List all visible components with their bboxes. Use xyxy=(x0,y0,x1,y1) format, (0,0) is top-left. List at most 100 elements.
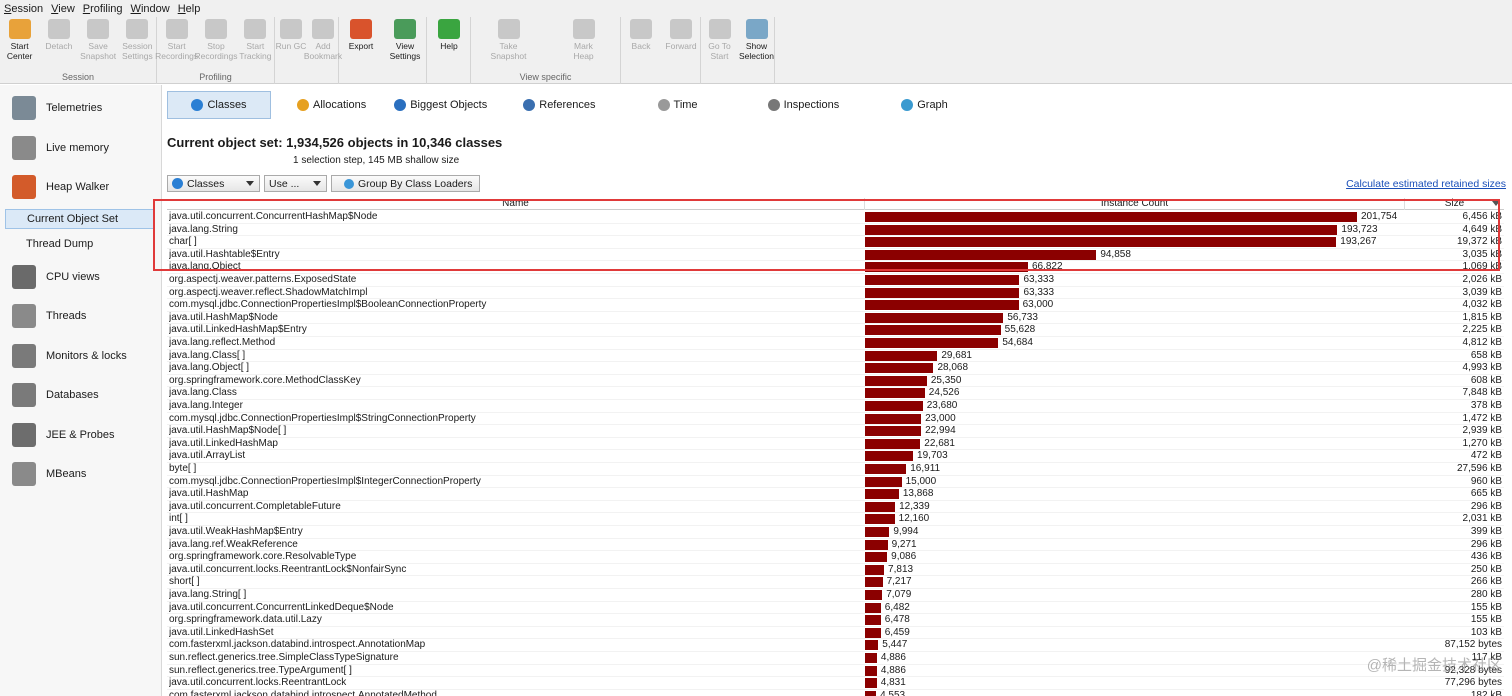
instance-count-bar xyxy=(865,552,888,563)
view-tabs: Classes Allocations Biggest Objects Referen… xyxy=(164,85,1512,125)
calculate-retained-sizes-link[interactable]: Calculate estimated retained sizes xyxy=(1346,178,1506,190)
table-row[interactable]: java.util.HashMap$Node[ ] 22,994 2,939 kB xyxy=(167,425,1504,438)
table-row[interactable]: java.util.concurrent.ConcurrentHashMap$N… xyxy=(167,211,1504,224)
sidebar-item-heap-walker[interactable]: Heap Walker xyxy=(12,174,109,200)
menu-session[interactable]: Session xyxy=(4,2,44,15)
table-row[interactable]: com.fasterxml.jackson.databind.introspec… xyxy=(167,639,1504,652)
chevron-down-icon xyxy=(246,181,254,186)
class-name: java.util.ArrayList xyxy=(169,450,246,462)
size-value: 399 kB xyxy=(1470,526,1502,537)
table-row[interactable]: byte[ ] 16,911 27,596 kB xyxy=(167,463,1504,476)
show-selection-button[interactable]: Show Selection xyxy=(738,19,776,67)
tab-time[interactable]: Time xyxy=(650,91,706,119)
menu-window[interactable]: Window xyxy=(130,2,170,15)
instance-count-bar xyxy=(865,615,881,626)
sidebar-item-label: Heap Walker xyxy=(46,181,110,193)
sidebar-subitem-thread-dump[interactable]: Thread Dump xyxy=(26,238,94,250)
use-dropdown[interactable]: Use ... xyxy=(264,175,327,192)
toolbar-button-label: Start Center xyxy=(6,41,33,61)
column-header-size[interactable]: Size xyxy=(1405,198,1504,210)
instance-count: 16,911 xyxy=(910,463,941,474)
table-row[interactable]: org.springframework.data.util.Lazy 6,478 1… xyxy=(167,614,1504,627)
record-icon xyxy=(165,19,188,39)
table-row[interactable]: com.mysql.jdbc.ConnectionPropertiesImpl$… xyxy=(167,476,1504,489)
start-center-button[interactable]: Start Center xyxy=(1,19,39,67)
home-icon xyxy=(708,19,731,39)
table-row[interactable]: java.util.HashMap 13,868 665 kB xyxy=(167,488,1504,501)
sidebar-item-jee-probes[interactable]: JEE & Probes xyxy=(12,422,114,448)
classes-dropdown[interactable]: Classes xyxy=(167,175,260,192)
size-value: 155 kB xyxy=(1470,614,1502,626)
table-row[interactable]: sun.reflect.generics.tree.SimpleClassTyp… xyxy=(167,652,1504,665)
table-row[interactable]: java.lang.Object 66,822 1,069 kB xyxy=(167,261,1504,274)
table-row[interactable]: java.lang.ref.WeakReference 9,271 296 kB xyxy=(167,539,1504,552)
table-row[interactable]: org.aspectj.weaver.reflect.ShadowMatchIm… xyxy=(167,287,1504,300)
toolbar-group-2: Run GC Add Bookmark xyxy=(272,17,342,84)
chevron-down-icon xyxy=(313,181,321,186)
size-value: 27,596 kB xyxy=(1456,463,1502,474)
tab-graph[interactable]: Graph xyxy=(893,91,956,119)
table-row[interactable]: char[ ] 193,267 19,372 kB xyxy=(167,236,1504,249)
table-row[interactable]: java.util.concurrent.ConcurrentLinkedDeq… xyxy=(167,602,1504,615)
tab-inspections[interactable]: Inspections xyxy=(760,91,848,119)
table-row[interactable]: com.mysql.jdbc.ConnectionPropertiesImpl$… xyxy=(167,413,1504,426)
table-row[interactable]: java.util.concurrent.locks.ReentrantLock… xyxy=(167,677,1504,690)
table-row[interactable]: java.lang.Class[ ] 29,681 658 kB xyxy=(167,350,1504,363)
tab-classes[interactable]: Classes xyxy=(167,91,271,119)
table-row[interactable]: sun.reflect.generics.tree.TypeArgument[ … xyxy=(167,665,1504,678)
column-header-instance-count[interactable]: Instance Count xyxy=(865,198,1405,210)
tab-biggest-objects[interactable]: Biggest Objects xyxy=(386,91,495,119)
sidebar-item-threads[interactable]: Threads xyxy=(12,303,86,329)
instance-count: 63,333 xyxy=(1023,286,1055,298)
export-button[interactable]: Export xyxy=(342,19,380,67)
column-header-name[interactable]: Name xyxy=(167,198,865,210)
toolbar-button-label: Start Recordings xyxy=(155,41,199,61)
table-row[interactable]: java.lang.String[ ] 7,079 280 kB xyxy=(167,589,1504,602)
toolbar-group-label: View specific xyxy=(519,72,572,82)
table-row[interactable]: short[ ] 7,217 266 kB xyxy=(167,576,1504,589)
table-row[interactable]: com.fasterxml.jackson.databind.introspec… xyxy=(167,690,1504,696)
table-row[interactable]: java.util.WeakHashMap$Entry 9,994 399 kB xyxy=(167,526,1504,539)
table-row[interactable]: java.util.HashMap$Node 56,733 1,815 kB xyxy=(167,312,1504,325)
heap-walker-icon xyxy=(12,175,36,199)
table-row[interactable]: java.lang.String 193,723 4,649 kB xyxy=(167,224,1504,237)
table-row[interactable]: java.util.ArrayList 19,703 472 kB xyxy=(167,450,1504,463)
instance-count-bar xyxy=(865,464,907,474)
table-row[interactable]: java.lang.Class 24,526 7,848 kB xyxy=(167,387,1504,400)
sidebar-subitem-current-object-set[interactable]: Current Object Set xyxy=(5,209,155,229)
table-row[interactable]: org.springframework.core.MethodClassKey 2… xyxy=(167,375,1504,388)
sidebar-item-databases[interactable]: Databases xyxy=(12,382,99,408)
sidebar-item-mbeans[interactable]: MBeans xyxy=(12,461,86,487)
table-row[interactable]: java.util.LinkedHashSet 6,459 103 kB xyxy=(167,627,1504,640)
table-row[interactable]: java.util.Hashtable$Entry 94,858 3,035 kB xyxy=(167,249,1504,262)
table-row[interactable]: java.lang.Integer 23,680 378 kB xyxy=(167,400,1504,413)
menu-profiling[interactable]: Profiling xyxy=(82,2,123,15)
tab-references[interactable]: References xyxy=(515,91,603,119)
class-name: org.aspectj.weaver.reflect.ShadowMatchIm… xyxy=(169,286,368,298)
sidebar-item-cpu-views[interactable]: CPU views xyxy=(12,264,100,290)
help-button[interactable]: Help xyxy=(430,19,468,67)
table-row[interactable]: java.util.concurrent.locks.ReentrantLock… xyxy=(167,564,1504,577)
table-row[interactable]: java.util.LinkedHashMap 22,681 1,270 kB xyxy=(167,438,1504,451)
threads-icon xyxy=(12,304,36,328)
table-row[interactable]: org.aspectj.weaver.patterns.ExposedState… xyxy=(167,274,1504,287)
menu-help[interactable]: Help xyxy=(177,2,201,15)
table-row[interactable]: java.util.LinkedHashMap$Entry 55,628 2,225… xyxy=(167,324,1504,337)
run-gc-button: Run GC xyxy=(272,19,310,67)
menu-view[interactable]: View xyxy=(51,2,75,15)
group-by-class-loaders-button[interactable]: Group By Class Loaders xyxy=(331,175,480,192)
view-settings-button[interactable]: View Settings xyxy=(386,19,424,67)
table-row[interactable]: java.lang.Object[ ] 28,068 4,993 kB xyxy=(167,362,1504,375)
sidebar-item-monitors-locks[interactable]: Monitors & locks xyxy=(12,343,127,369)
table-row[interactable]: java.lang.reflect.Method 54,684 4,812 kB xyxy=(167,337,1504,350)
tab-allocations[interactable]: Allocations xyxy=(289,91,374,119)
sidebar-item-telemetries[interactable]: Telemetries xyxy=(12,95,102,121)
sidebar-item-live-memory[interactable]: Live memory xyxy=(12,135,109,161)
table-row[interactable]: java.util.concurrent.CompletableFuture 12… xyxy=(167,501,1504,514)
instance-count-bar xyxy=(865,262,1028,273)
table-row[interactable]: com.mysql.jdbc.ConnectionPropertiesImpl$… xyxy=(167,299,1504,312)
classes-icon xyxy=(191,99,204,111)
table-row[interactable]: org.springframework.core.ResolvableType 9… xyxy=(167,551,1504,564)
instance-count: 12,339 xyxy=(899,500,930,512)
table-row[interactable]: int[ ] 12,160 2,031 kB xyxy=(167,513,1504,526)
